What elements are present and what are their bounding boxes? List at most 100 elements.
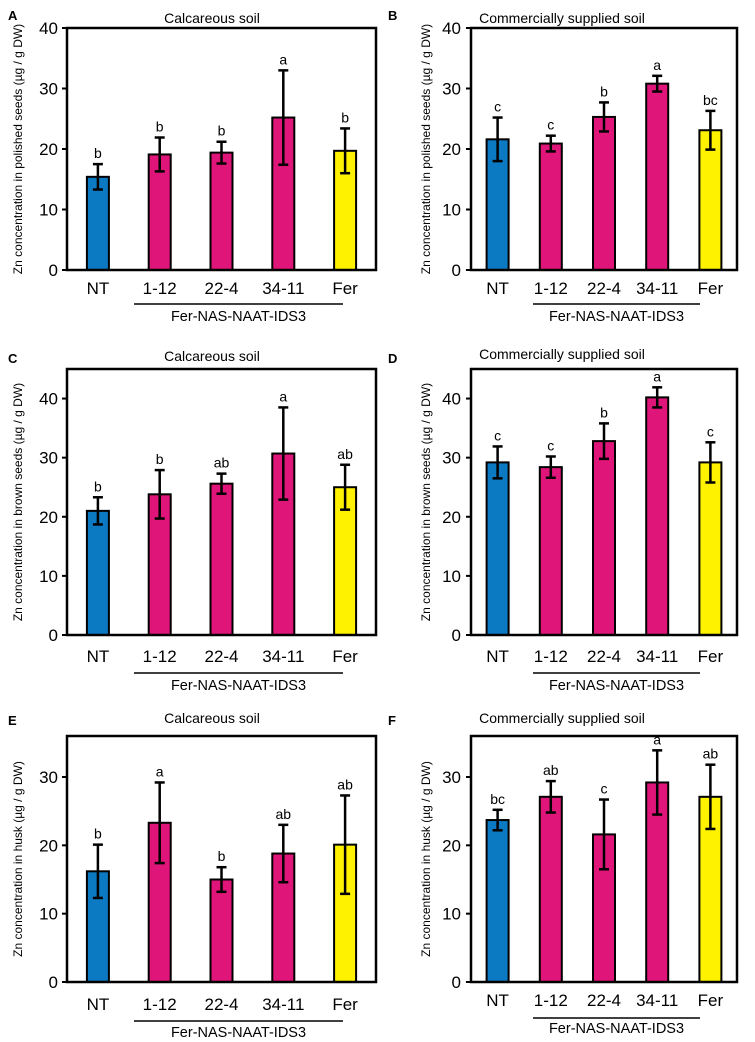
- y-tick-label: 20: [39, 836, 58, 855]
- panel-letter: C: [8, 351, 18, 366]
- plot-frame: [469, 26, 739, 272]
- y-axis-label: Zn concentration in brown seeds (µg / g …: [419, 383, 433, 621]
- panel-letter: B: [388, 8, 397, 23]
- x-tick-label: Fer: [698, 647, 724, 666]
- significance-label: a: [156, 763, 164, 779]
- x-tick-label: Fer: [698, 991, 724, 1010]
- significance-label: ab: [337, 446, 353, 462]
- significance-label: c: [494, 427, 501, 443]
- x-tick-label: 22-4: [587, 647, 621, 666]
- y-tick-label: 10: [442, 567, 461, 586]
- significance-label: c: [547, 437, 554, 453]
- bar-22-4: [592, 440, 616, 637]
- x-tick-label: 1-12: [143, 279, 177, 298]
- x-tick-label: 1-12: [534, 647, 568, 666]
- x-tick-label: 1-12: [534, 991, 568, 1010]
- plot-frame: [469, 367, 739, 637]
- y-tick-label: 0: [452, 261, 461, 280]
- plot-frame: [65, 367, 378, 637]
- bar-nt: [85, 175, 110, 271]
- y-tick-label: 20: [39, 140, 58, 159]
- y-tick-label: 10: [39, 567, 58, 586]
- x-tick-label: 34-11: [262, 647, 304, 666]
- x-tick-label: 22-4: [587, 991, 621, 1010]
- significance-label: b: [156, 451, 164, 467]
- y-tick-label: 30: [442, 80, 461, 99]
- plot-frame: [469, 734, 739, 984]
- significance-label: a: [279, 388, 287, 404]
- significance-label: b: [218, 123, 226, 139]
- panel-letter: E: [8, 713, 17, 728]
- bar-fer: [698, 461, 723, 637]
- significance-label: b: [94, 826, 102, 842]
- bar-1-12: [538, 142, 563, 271]
- significance-label: a: [653, 57, 661, 73]
- y-tick-label: 40: [442, 19, 461, 38]
- panel-title: Calcareous soil: [164, 348, 260, 364]
- x-tick-label: Fer: [332, 279, 358, 298]
- y-tick-label: 0: [49, 261, 58, 280]
- significance-label: c: [601, 781, 608, 797]
- x-tick-label: Fer: [332, 995, 358, 1014]
- bar-34-11: [645, 82, 670, 271]
- x-tick-label: NT: [87, 647, 110, 666]
- y-tick-label: 40: [442, 390, 461, 409]
- x-tick-label: 34-11: [262, 995, 304, 1014]
- y-axis-label: Zn concentration in husk (µg / g DW): [419, 761, 433, 957]
- bar-22-4: [592, 115, 616, 271]
- significance-label: ab: [703, 746, 719, 762]
- panel-d: D Commercially supplied soil Zn concentrat…: [388, 346, 739, 694]
- y-tick-label: 40: [39, 390, 58, 409]
- significance-label: c: [707, 423, 714, 439]
- significance-label: c: [547, 117, 554, 133]
- x-tick-label: 34-11: [636, 279, 678, 298]
- x-tick-label: 1-12: [143, 647, 177, 666]
- significance-label: a: [279, 51, 287, 67]
- y-axis-label: Zn concentration in polished seeds (µg /…: [11, 24, 25, 274]
- panel-letter: A: [8, 8, 18, 23]
- panel-title: Calcareous soil: [164, 10, 260, 26]
- significance-label: bc: [490, 791, 505, 807]
- x-tick-label: 22-4: [204, 647, 238, 666]
- x-tick-label: NT: [87, 995, 110, 1014]
- x-tick-label: NT: [486, 647, 509, 666]
- panel-f: F Commercially supplied soil Zn concentrat…: [388, 710, 739, 1037]
- significance-label: bc: [703, 92, 718, 108]
- bar-22-4: [209, 482, 234, 637]
- panel-c: C Calcareous soil Zn concentration in brow…: [8, 348, 378, 694]
- x-tick-label: 22-4: [204, 995, 238, 1014]
- significance-label: b: [94, 145, 102, 161]
- significance-label: ab: [543, 762, 559, 778]
- x-tick-label: 22-4: [204, 279, 238, 298]
- y-axis-label: Zn concentration in polished seeds (µg /…: [419, 24, 433, 274]
- significance-label: b: [156, 119, 164, 135]
- plot-frame: [65, 26, 378, 272]
- panel-b: B Commercially supplied soil Zn concentrat…: [388, 8, 739, 325]
- significance-label: c: [494, 99, 501, 115]
- y-tick-label: 30: [442, 449, 461, 468]
- significance-label: b: [341, 109, 349, 125]
- x-tick-label: 34-11: [636, 647, 678, 666]
- y-tick-label: 10: [39, 905, 58, 924]
- panel-title: Commercially supplied soil: [479, 10, 645, 26]
- x-tick-label: NT: [87, 279, 110, 298]
- panel-title: Calcareous soil: [164, 710, 260, 726]
- bar-fer: [698, 129, 723, 271]
- panel-title: Commercially supplied soil: [479, 710, 645, 726]
- y-tick-label: 10: [442, 201, 461, 220]
- x-tick-label: NT: [486, 279, 509, 298]
- y-tick-label: 20: [39, 508, 58, 527]
- y-tick-label: 10: [442, 905, 461, 924]
- y-axis-label: Zn concentration in brown seeds (µg / g …: [11, 383, 25, 621]
- x-tick-label: 34-11: [636, 991, 678, 1010]
- significance-label: b: [600, 404, 608, 420]
- x-tick-label: NT: [486, 991, 509, 1010]
- y-tick-label: 30: [39, 449, 58, 468]
- bar-34-11: [645, 396, 670, 636]
- bar-nt: [485, 461, 510, 637]
- y-tick-label: 30: [442, 768, 461, 787]
- group-label: Fer-NAS-NAAT-IDS3: [549, 678, 684, 694]
- y-tick-label: 0: [49, 973, 58, 992]
- x-tick-label: 22-4: [587, 279, 621, 298]
